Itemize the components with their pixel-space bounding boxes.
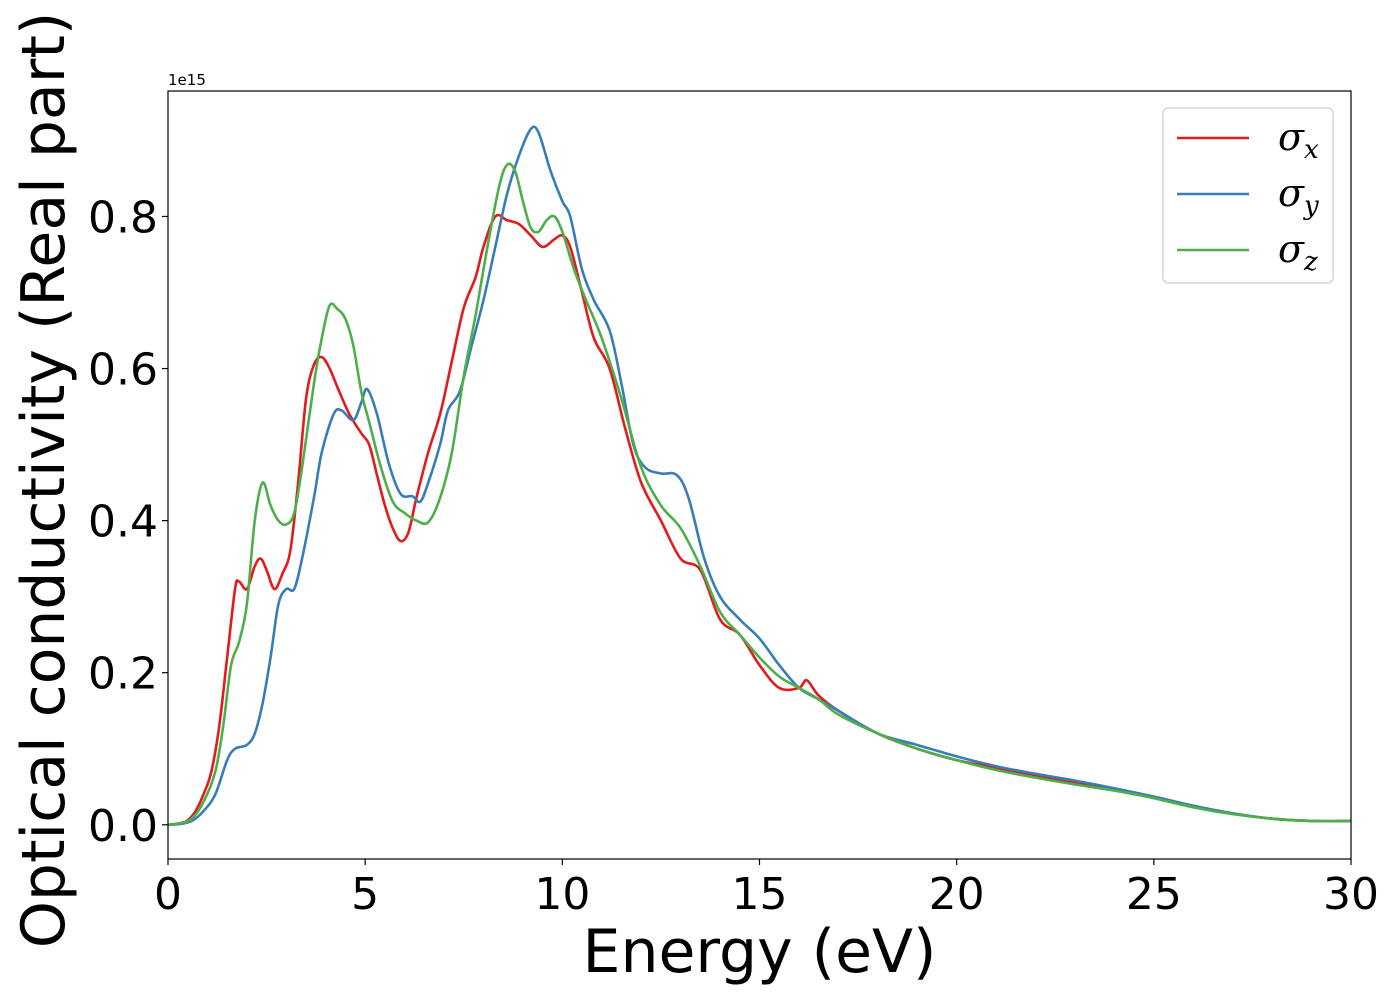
legend-symbol: σ (1278, 115, 1305, 159)
x-tick-label: 15 (732, 869, 788, 920)
x-tick-label: 25 (1126, 869, 1182, 920)
y-tick-label: 0.2 (88, 649, 158, 700)
legend-symbol: σ (1278, 227, 1305, 271)
x-axis-label: Energy (eV) (583, 917, 937, 987)
x-tick-label: 20 (929, 869, 985, 920)
y-tick-label: 0.6 (88, 345, 158, 396)
legend-label-z: σz (1278, 227, 1318, 277)
x-tick-label: 10 (534, 869, 590, 920)
y-axis-offset-label: 1e15 (168, 71, 206, 89)
legend-subscript: x (1304, 135, 1319, 165)
y-axis-label: Optical conductivity (Real part) (9, 12, 79, 949)
y-tick-label: 0.0 (88, 801, 158, 852)
x-tick-label: 5 (351, 869, 379, 920)
legend-box (1162, 107, 1334, 284)
y-axis-ticks: 0.0 0.2 0.4 0.6 0.8 (88, 192, 168, 852)
series-line-x (168, 213, 1351, 827)
x-axis-ticks: 0 5 10 15 20 25 30 (154, 859, 1379, 920)
series-layer (168, 125, 1351, 827)
y-tick-label: 0.8 (88, 192, 158, 243)
series-line-z (168, 162, 1351, 827)
y-tick-label: 0.4 (88, 497, 158, 548)
legend-symbol: σ (1278, 171, 1305, 215)
legend-subscript: y (1303, 191, 1319, 221)
legend-subscript: z (1303, 247, 1318, 277)
x-tick-label: 0 (154, 869, 182, 920)
legend-label-y: σy (1278, 171, 1319, 221)
x-tick-label: 30 (1323, 869, 1379, 920)
legend-label-x: σx (1278, 115, 1319, 165)
